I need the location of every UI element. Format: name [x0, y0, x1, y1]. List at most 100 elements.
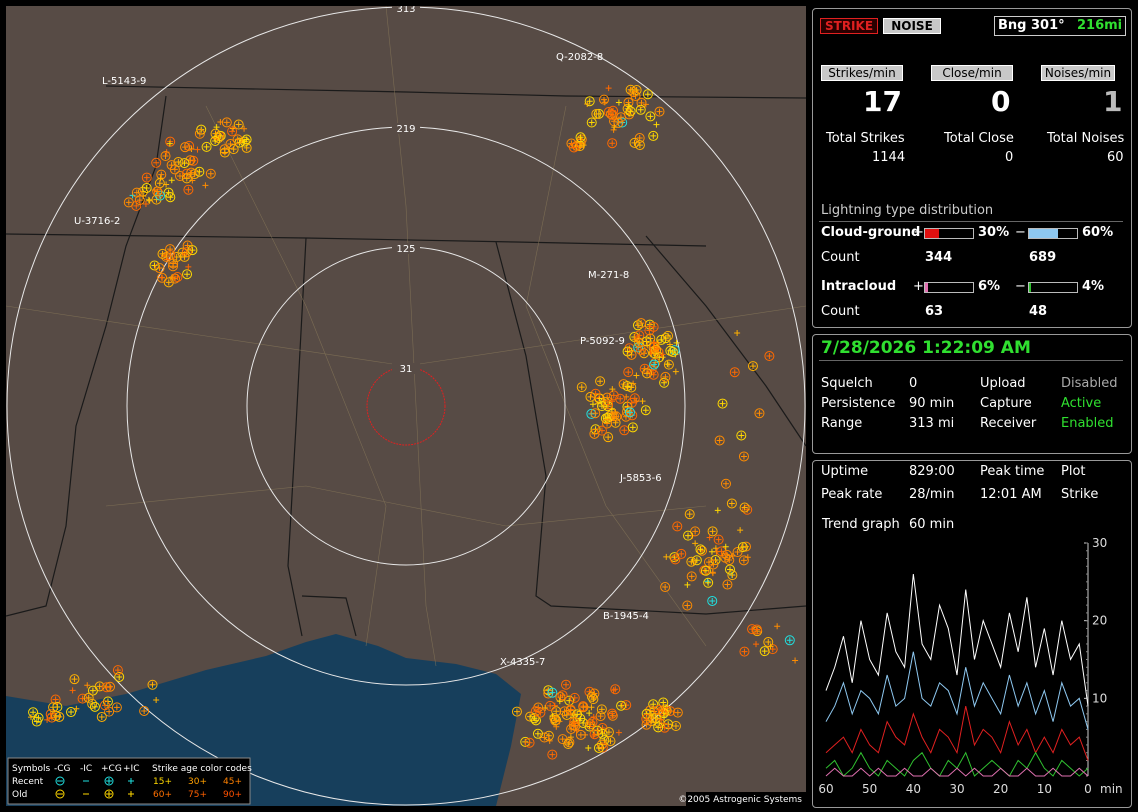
strike-cross	[726, 566, 733, 573]
strike-cross	[615, 99, 622, 106]
strike-circle	[232, 134, 243, 145]
strike-circle	[636, 318, 647, 329]
strike-symbol	[157, 248, 168, 259]
strike-cross	[542, 704, 549, 711]
strike-cross	[213, 124, 220, 131]
strike-circle	[168, 258, 179, 269]
range-rings	[6, 6, 806, 806]
strike-symbol	[603, 432, 614, 443]
strike-symbol	[625, 106, 636, 117]
field: Peak rate	[821, 487, 883, 502]
strike-symbol	[142, 200, 149, 207]
strike-symbol	[210, 136, 221, 147]
strike-cross	[726, 556, 733, 563]
strike-circle	[682, 600, 693, 611]
strike-circle	[590, 388, 601, 399]
strike-cross	[705, 579, 712, 586]
strike-cross	[184, 271, 191, 278]
strike-button[interactable]: STRIKE	[820, 18, 878, 34]
close-rate: 0	[991, 85, 1011, 118]
field: Plot	[1061, 464, 1086, 479]
strike-circle	[608, 390, 619, 401]
strike-symbol	[87, 698, 98, 709]
total-value: 1144	[872, 150, 906, 165]
strike-symbol	[588, 704, 595, 711]
strike-symbol	[640, 405, 651, 416]
pct-bar	[924, 228, 974, 239]
strike-circle	[636, 97, 647, 108]
strike-circle	[729, 367, 740, 378]
strike-symbol	[611, 414, 618, 421]
strike-cross	[792, 657, 799, 664]
strike-circle	[738, 451, 749, 462]
strike-cross	[570, 144, 577, 151]
strike-circle	[658, 697, 669, 708]
strike-circle	[660, 582, 671, 593]
strike-symbol	[54, 711, 65, 722]
strike-symbol	[627, 422, 638, 433]
strike-symbol	[654, 106, 665, 117]
strike-cross	[756, 410, 763, 417]
strike-cross	[96, 683, 103, 690]
rate-button[interactable]: Close/min	[931, 65, 1013, 81]
rate-button[interactable]: Noises/min	[1041, 65, 1115, 81]
strike-symbol	[613, 117, 624, 128]
legend-text: 15+	[153, 777, 172, 787]
strike-symbol	[608, 390, 619, 401]
strike-cross	[692, 540, 699, 547]
strike-cross	[243, 136, 250, 143]
strike-cross	[634, 322, 641, 329]
rate-button[interactable]: Strikes/min	[821, 65, 903, 81]
strike-symbol	[228, 144, 239, 155]
strike-symbol	[48, 702, 59, 713]
strike-circle	[123, 197, 134, 208]
count: 63	[925, 304, 944, 319]
strike-symbol	[202, 182, 209, 189]
strike-cross	[170, 260, 177, 267]
strike-circle	[726, 498, 737, 509]
strike-symbol	[152, 186, 163, 197]
strike-symbol	[605, 736, 616, 747]
strike-cross	[642, 407, 649, 414]
strike-circle	[165, 244, 176, 255]
legend-symbol	[104, 789, 114, 799]
strike-circle	[624, 407, 635, 418]
strike-cross	[165, 279, 172, 286]
strike-cross	[723, 551, 730, 558]
legend-text: Old	[12, 790, 27, 800]
strike-cross	[176, 173, 183, 180]
strike-circle	[739, 502, 750, 513]
strike-circle	[227, 126, 238, 137]
strike-circle	[597, 728, 608, 739]
strike-cross	[651, 361, 658, 368]
strike-cross	[672, 556, 679, 563]
strike-cross	[625, 103, 632, 110]
strike-circle	[659, 377, 670, 388]
legend-text: 75+	[188, 790, 207, 800]
strike-cross	[44, 716, 51, 723]
strike-circle	[635, 104, 646, 115]
strike-cross	[591, 690, 598, 697]
strike-circle	[215, 130, 226, 141]
strike-circle	[570, 720, 581, 731]
strike-symbol	[542, 704, 549, 711]
strike-circle	[607, 138, 618, 149]
strike-symbol	[737, 527, 744, 534]
strike-circle	[596, 425, 607, 436]
field: Upload	[980, 376, 1026, 391]
strike-circle	[69, 674, 80, 685]
trend-span: 60 min	[909, 517, 955, 532]
noise-button[interactable]: NOISE	[883, 18, 941, 34]
strike-symbol	[634, 140, 645, 151]
strike-circle	[621, 700, 632, 711]
status-panel: 7/28/2026 1:22:09 AM Squelch 0 Upload Disab…	[812, 334, 1132, 454]
strike-circle	[575, 132, 586, 143]
legend-symbol	[55, 789, 65, 799]
strike-cross	[742, 543, 749, 550]
strike-circle	[616, 700, 627, 711]
strike-circle	[187, 245, 198, 256]
strike-symbol	[714, 507, 721, 514]
strike-cross	[229, 128, 236, 135]
strike-circle	[99, 700, 110, 711]
